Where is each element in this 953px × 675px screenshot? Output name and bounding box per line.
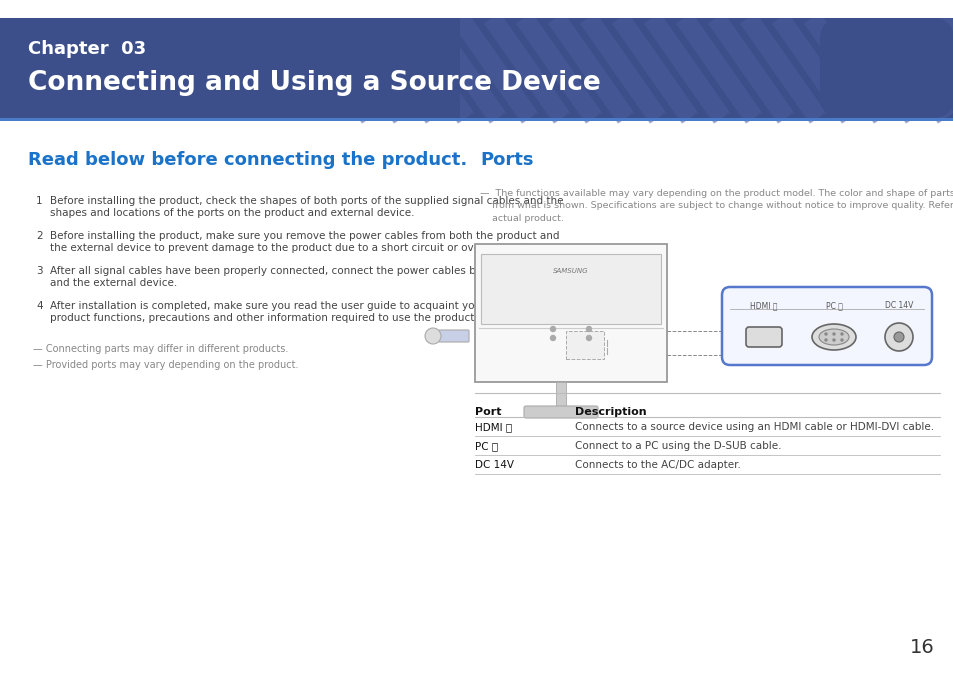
Text: PC ⧉: PC ⧉: [475, 441, 497, 451]
FancyBboxPatch shape: [475, 244, 666, 382]
Bar: [480, 254, 660, 324]
Text: Connects to a source device using an HDMI cable or HDMI-DVI cable.: Connects to a source device using an HDM…: [575, 422, 933, 432]
FancyBboxPatch shape: [745, 327, 781, 347]
Circle shape: [824, 333, 826, 335]
Text: 4: 4: [36, 301, 43, 311]
Circle shape: [586, 327, 591, 331]
Text: After all signal cables have been properly connected, connect the power cables b: After all signal cables have been proper…: [50, 266, 571, 288]
Text: 1: 1: [36, 196, 43, 206]
Text: — Connecting parts may differ in different products.: — Connecting parts may differ in differe…: [33, 344, 288, 354]
FancyBboxPatch shape: [721, 287, 931, 365]
Ellipse shape: [818, 329, 848, 345]
Circle shape: [550, 327, 555, 331]
Text: HDMI ⧉: HDMI ⧉: [749, 301, 777, 310]
Text: DC 14V: DC 14V: [883, 301, 912, 310]
Bar: [556, 382, 565, 407]
Text: Read below before connecting the product.: Read below before connecting the product…: [28, 151, 467, 169]
Bar: [0, 118, 953, 121]
Circle shape: [893, 332, 903, 342]
Text: Before installing the product, make sure you remove the power cables from both t: Before installing the product, make sure…: [50, 231, 558, 252]
Circle shape: [424, 328, 440, 344]
Text: Connects to the AC/DC adapter.: Connects to the AC/DC adapter.: [575, 460, 740, 470]
Circle shape: [824, 339, 826, 341]
Text: Connecting and Using a Source Device: Connecting and Using a Source Device: [28, 70, 600, 96]
FancyBboxPatch shape: [523, 406, 598, 418]
Text: 2: 2: [36, 231, 43, 241]
FancyBboxPatch shape: [438, 330, 469, 342]
FancyBboxPatch shape: [0, 18, 459, 118]
FancyBboxPatch shape: [0, 0, 953, 18]
Text: Connect to a PC using the D-SUB cable.: Connect to a PC using the D-SUB cable.: [575, 441, 781, 451]
FancyBboxPatch shape: [820, 18, 953, 118]
Text: 3: 3: [36, 266, 43, 276]
Circle shape: [841, 333, 842, 335]
Bar: [565, 331, 603, 359]
Text: PC ⧉: PC ⧉: [824, 301, 841, 310]
Circle shape: [841, 339, 842, 341]
Text: — Provided ports may vary depending on the product.: — Provided ports may vary depending on t…: [33, 360, 298, 370]
FancyBboxPatch shape: [0, 18, 953, 118]
Text: Port: Port: [475, 407, 501, 417]
Circle shape: [586, 335, 591, 340]
Text: 16: 16: [909, 638, 934, 657]
Text: —  The functions available may vary depending on the product model. The color an: — The functions available may vary depen…: [479, 189, 953, 223]
Text: Description: Description: [575, 407, 646, 417]
Text: Before installing the product, check the shapes of both ports of the supplied si: Before installing the product, check the…: [50, 196, 563, 217]
Circle shape: [832, 333, 834, 335]
Text: After installation is completed, make sure you read the user guide to acquaint y: After installation is completed, make su…: [50, 301, 550, 323]
Text: Ports: Ports: [479, 151, 533, 169]
Circle shape: [832, 339, 834, 341]
Circle shape: [550, 335, 555, 340]
Circle shape: [884, 323, 912, 351]
Text: SAMSUNG: SAMSUNG: [553, 268, 588, 274]
Text: HDMI ⧉: HDMI ⧉: [475, 422, 512, 432]
Ellipse shape: [811, 324, 855, 350]
Text: DC 14V: DC 14V: [475, 460, 514, 470]
Text: Chapter  03: Chapter 03: [28, 40, 146, 58]
